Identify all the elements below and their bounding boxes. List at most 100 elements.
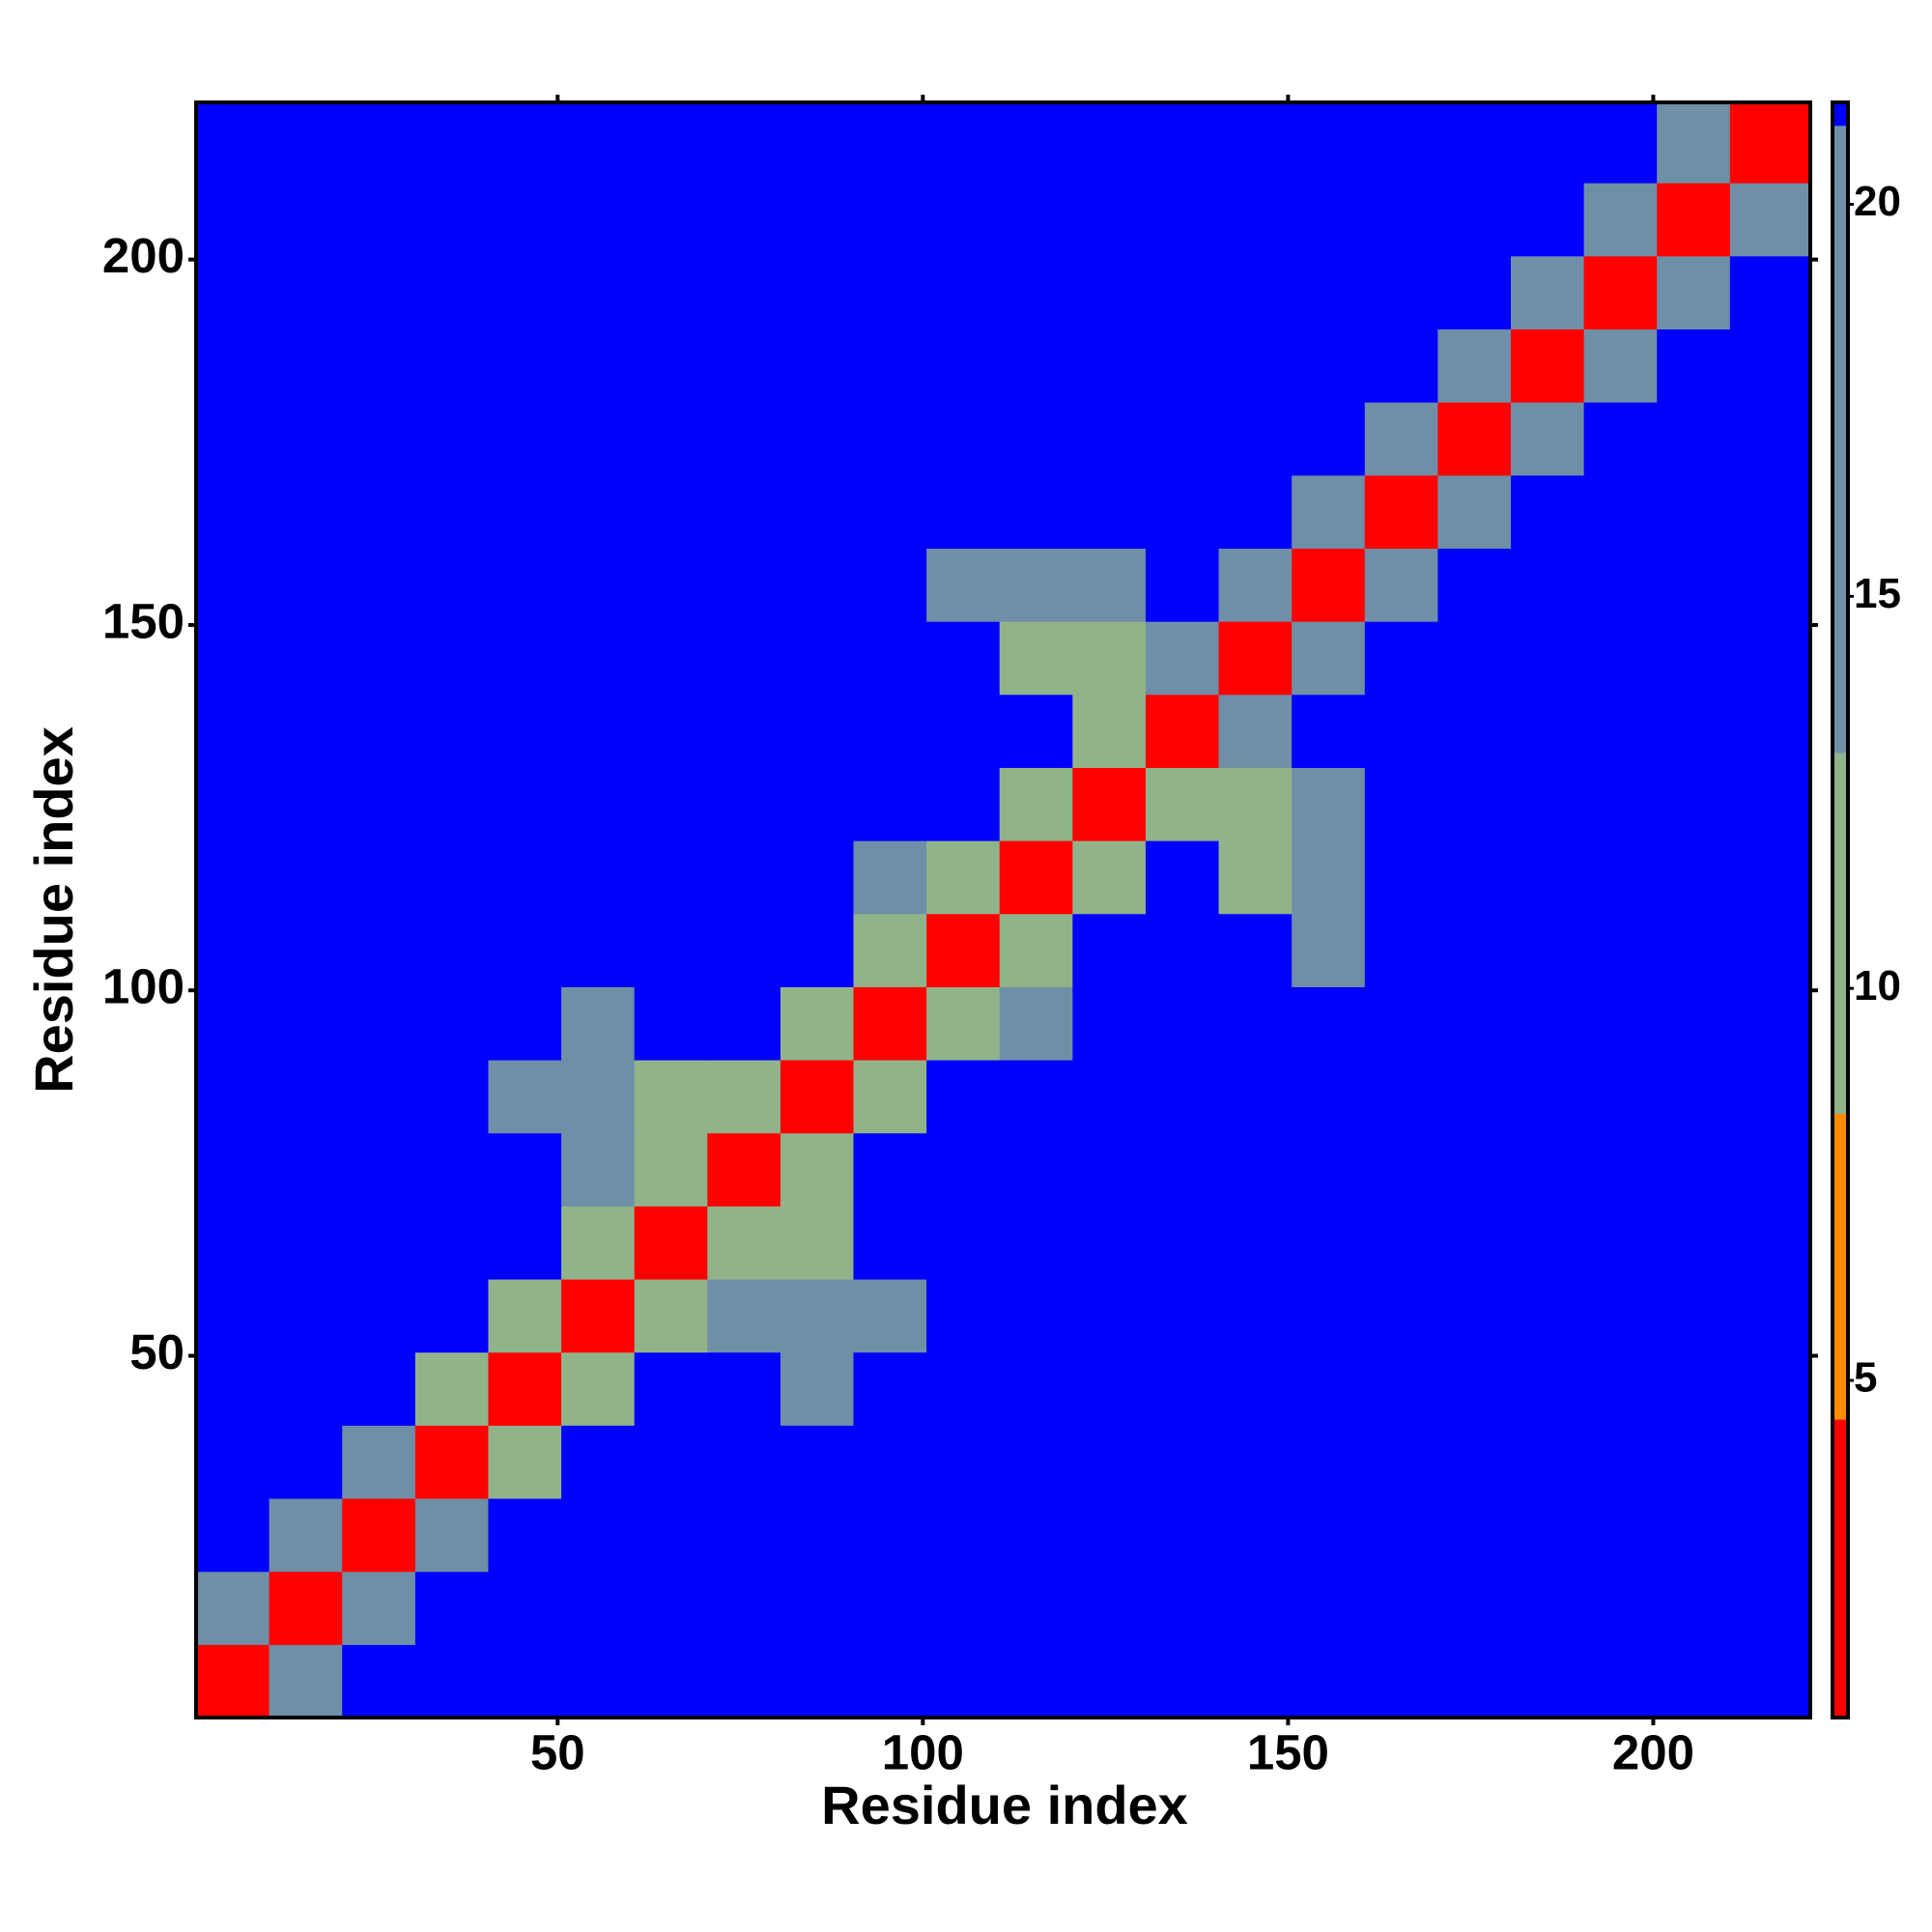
heat-cell: [1145, 986, 1220, 1061]
heat-cell: [853, 621, 927, 696]
heat-cell: [269, 913, 343, 987]
heat-cell: [1437, 1206, 1512, 1280]
heat-cell: [707, 1132, 781, 1207]
heat-cell: [269, 183, 343, 257]
heat-cell: [1292, 840, 1366, 915]
heat-cell: [1218, 1060, 1293, 1134]
heat-cell: [269, 621, 343, 696]
heat-cell: [342, 402, 416, 476]
heat-cell: [414, 913, 489, 987]
heat-cell: [1437, 328, 1512, 403]
heat-cell: [1145, 183, 1220, 257]
heat-cell: [414, 548, 489, 622]
heat-cell: [634, 840, 708, 915]
heat-cell: [926, 913, 1001, 987]
heat-cell: [1729, 1425, 1811, 1499]
heat-cell: [1218, 1132, 1293, 1207]
heat-cell: [561, 183, 636, 257]
heat-cell: [269, 474, 343, 550]
heat-cell: [999, 1498, 1073, 1573]
heat-cell: [926, 1644, 1001, 1719]
heat-cell: [926, 840, 1001, 915]
heat-cell: [488, 328, 562, 403]
heat-cell: [196, 1279, 270, 1353]
x-axis-title: Residue index: [821, 1775, 1188, 1835]
heat-cell: [1583, 474, 1658, 550]
heat-cell: [196, 913, 270, 987]
heat-cell: [999, 1279, 1073, 1353]
heat-cell: [707, 1206, 781, 1280]
heat-cell: [1729, 183, 1811, 257]
heat-cell: [926, 621, 1001, 696]
heat-cell: [634, 1060, 708, 1134]
heat-cell: [1072, 548, 1147, 622]
heat-cell: [269, 402, 343, 476]
heat-cell: [1729, 767, 1811, 841]
heat-cell: [561, 1279, 636, 1353]
heat-cell: [1510, 183, 1585, 257]
heat-cell: [561, 621, 636, 696]
heat-cell: [561, 1206, 636, 1280]
heat-cell: [999, 183, 1073, 257]
heat-cell: [1657, 1279, 1731, 1353]
y-tick-label: 100: [102, 959, 185, 1014]
heat-cell: [1145, 1425, 1220, 1499]
heat-cell: [1364, 1060, 1438, 1134]
heat-cell: [488, 1060, 562, 1134]
heat-cell: [853, 1644, 927, 1719]
heat-cell: [1657, 840, 1731, 915]
heat-cell: [196, 1060, 270, 1134]
heat-cell: [1072, 1498, 1147, 1573]
heat-cell: [196, 474, 270, 550]
heat-cell: [853, 328, 927, 403]
heat-cell: [269, 1206, 343, 1280]
heat-cell: [634, 1279, 708, 1353]
heat-cell: [414, 1498, 489, 1573]
heat-cell: [634, 913, 708, 987]
colorbar-tick-label: 15: [1854, 570, 1901, 617]
heat-cell: [853, 1060, 927, 1134]
heat-cell: [1292, 548, 1366, 622]
heat-cell: [1657, 913, 1731, 987]
heat-cell: [999, 1425, 1073, 1499]
heat-cell: [1292, 402, 1366, 476]
heat-cell: [269, 1279, 343, 1353]
heat-cell: [414, 1351, 489, 1426]
heat-cell: [1510, 1279, 1585, 1353]
heat-cell: [1145, 328, 1220, 403]
heat-cell: [1437, 1060, 1512, 1134]
heat-cell: [1729, 694, 1811, 768]
heat-cell: [1218, 1498, 1293, 1573]
heat-cell: [1218, 1425, 1293, 1499]
heat-cell: [196, 1571, 270, 1645]
heat-cell: [1364, 183, 1438, 257]
heat-cell: [853, 1571, 927, 1645]
heat-cell: [1292, 1571, 1366, 1645]
heat-cell: [1072, 621, 1147, 696]
heat-cell: [780, 548, 854, 622]
heat-cell: [1145, 767, 1220, 841]
heat-cell: [488, 694, 562, 768]
heat-cell: [1583, 1644, 1658, 1719]
heat-cell: [1145, 913, 1220, 987]
heat-cell: [1072, 1644, 1147, 1719]
heat-cell: [1510, 102, 1585, 184]
heat-cell: [999, 767, 1073, 841]
heat-cell: [1583, 1132, 1658, 1207]
heat-cell: [999, 474, 1073, 550]
heat-cell: [414, 1644, 489, 1719]
heat-cell: [1218, 621, 1293, 696]
heat-cell: [780, 986, 854, 1061]
heat-cell: [1657, 1206, 1731, 1280]
heat-cell: [1437, 474, 1512, 550]
colorbar-segment: [1833, 126, 1848, 753]
heat-cell: [634, 474, 708, 550]
heat-cell: [414, 986, 489, 1061]
heat-cell: [1729, 621, 1811, 696]
heat-cell: [196, 1644, 270, 1719]
heat-cell: [926, 986, 1001, 1061]
heat-cell: [1657, 402, 1731, 476]
heat-cell: [488, 621, 562, 696]
heat-cell: [1292, 1498, 1366, 1573]
heat-cell: [1072, 402, 1147, 476]
